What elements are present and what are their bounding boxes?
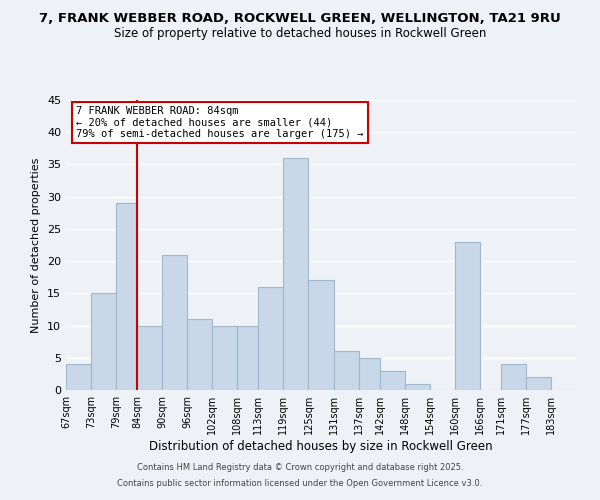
Bar xyxy=(404,384,430,390)
Text: Contains public sector information licensed under the Open Government Licence v3: Contains public sector information licen… xyxy=(118,478,482,488)
X-axis label: Distribution of detached houses by size in Rockwell Green: Distribution of detached houses by size … xyxy=(149,440,493,453)
Text: Contains HM Land Registry data © Crown copyright and database right 2025.: Contains HM Land Registry data © Crown c… xyxy=(137,464,463,472)
Y-axis label: Number of detached properties: Number of detached properties xyxy=(31,158,41,332)
Bar xyxy=(283,158,308,390)
Bar xyxy=(308,280,334,390)
Text: Size of property relative to detached houses in Rockwell Green: Size of property relative to detached ho… xyxy=(114,28,486,40)
Bar xyxy=(258,287,283,390)
Bar xyxy=(162,254,187,390)
Text: 7 FRANK WEBBER ROAD: 84sqm
← 20% of detached houses are smaller (44)
79% of semi: 7 FRANK WEBBER ROAD: 84sqm ← 20% of deta… xyxy=(76,106,364,139)
Text: 7, FRANK WEBBER ROAD, ROCKWELL GREEN, WELLINGTON, TA21 9RU: 7, FRANK WEBBER ROAD, ROCKWELL GREEN, WE… xyxy=(39,12,561,26)
Bar xyxy=(137,326,162,390)
Bar xyxy=(91,294,116,390)
Bar xyxy=(116,203,137,390)
Bar xyxy=(334,352,359,390)
Bar xyxy=(359,358,380,390)
Bar xyxy=(380,370,404,390)
Bar xyxy=(501,364,526,390)
Bar xyxy=(238,326,258,390)
Bar xyxy=(455,242,480,390)
Bar xyxy=(66,364,91,390)
Bar xyxy=(187,319,212,390)
Bar xyxy=(212,326,238,390)
Bar xyxy=(526,377,551,390)
